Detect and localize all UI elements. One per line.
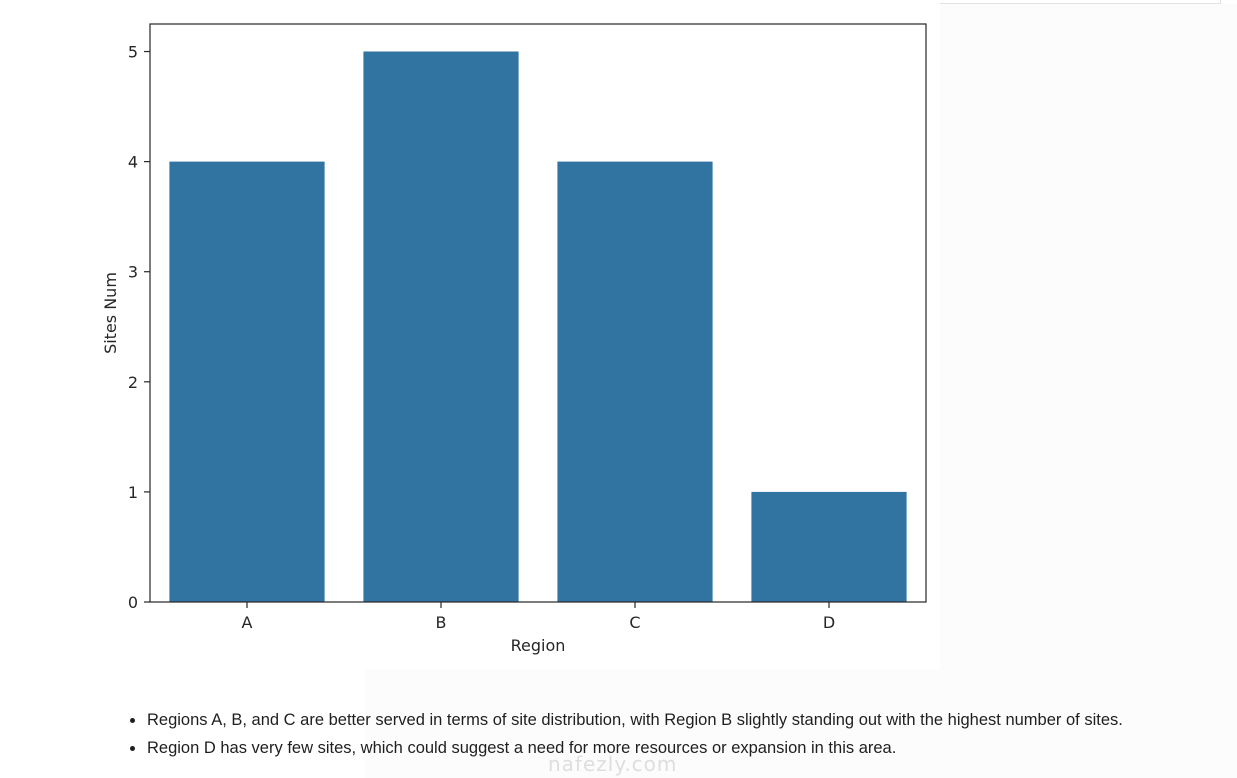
y-tick-label: 1 [128, 483, 138, 502]
bar-D [751, 491, 907, 602]
list-item: Regions A, B, and C are better served in… [146, 706, 1123, 734]
bar-C [557, 161, 713, 602]
bar-B [363, 51, 519, 602]
x-tick-label: C [629, 613, 640, 632]
bar-chart: A B C D 0 1 2 3 4 5 Region Sites Num [101, 23, 927, 655]
y-tick-label: 4 [128, 153, 138, 172]
bar-A [169, 161, 325, 602]
bars [169, 51, 907, 602]
plot-frame [149, 23, 927, 603]
list-item: Region D has very few sites, which could… [146, 734, 1123, 762]
ticks: A B C D 0 1 2 3 4 5 [128, 43, 835, 632]
x-tick-label: D [823, 613, 835, 632]
x-axis-label: Region [511, 636, 566, 655]
y-tick-label: 2 [128, 373, 138, 392]
observations-list: Regions A, B, and C are better served in… [128, 706, 1123, 762]
y-tick-label: 5 [128, 43, 138, 62]
y-tick-label: 0 [128, 593, 138, 612]
x-tick-label: A [242, 613, 253, 632]
x-tick-label: B [436, 613, 447, 632]
y-axis-label: Sites Num [101, 272, 120, 354]
y-tick-label: 3 [128, 263, 138, 282]
